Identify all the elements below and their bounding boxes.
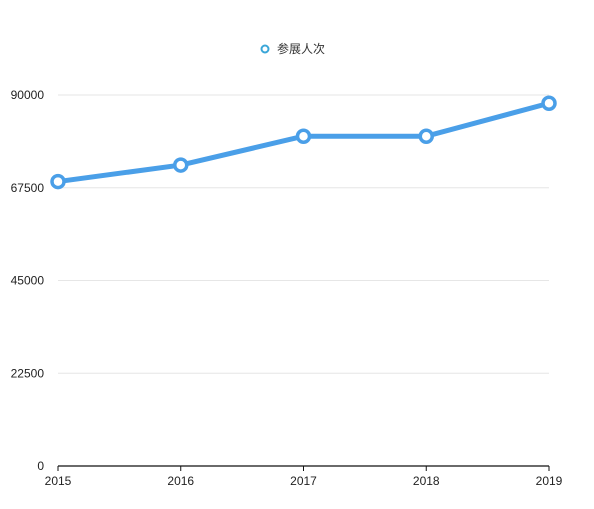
x-tick-label: 2015 — [45, 474, 72, 488]
data-point[interactable] — [418, 128, 434, 144]
data-point[interactable] — [50, 173, 66, 190]
x-tick-label: 2019 — [536, 474, 563, 488]
gridlines — [58, 94, 549, 374]
legend-marker-icon — [260, 44, 270, 54]
x-tick-label: 2017 — [290, 474, 317, 488]
data-point[interactable] — [295, 128, 312, 144]
y-tick-label: 0 — [37, 459, 44, 473]
series-layer — [50, 95, 557, 190]
data-point[interactable] — [541, 95, 557, 111]
x-tick-label: 2018 — [413, 474, 440, 488]
x-tick-label: 2016 — [167, 474, 194, 488]
y-tick-label: 45000 — [11, 274, 45, 288]
legend-label: 参展人次 — [277, 41, 325, 56]
y-tick-label: 90000 — [11, 88, 45, 102]
y-tick-label: 67500 — [11, 181, 45, 195]
legend[interactable]: 参展人次 — [260, 41, 326, 56]
data-point[interactable] — [173, 157, 189, 173]
y-tick-label: 22500 — [11, 366, 45, 380]
x-axis: 2015 2016 2017 2018 2019 — [45, 465, 563, 488]
y-axis: 0 22500 45000 67500 90000 — [11, 88, 45, 473]
